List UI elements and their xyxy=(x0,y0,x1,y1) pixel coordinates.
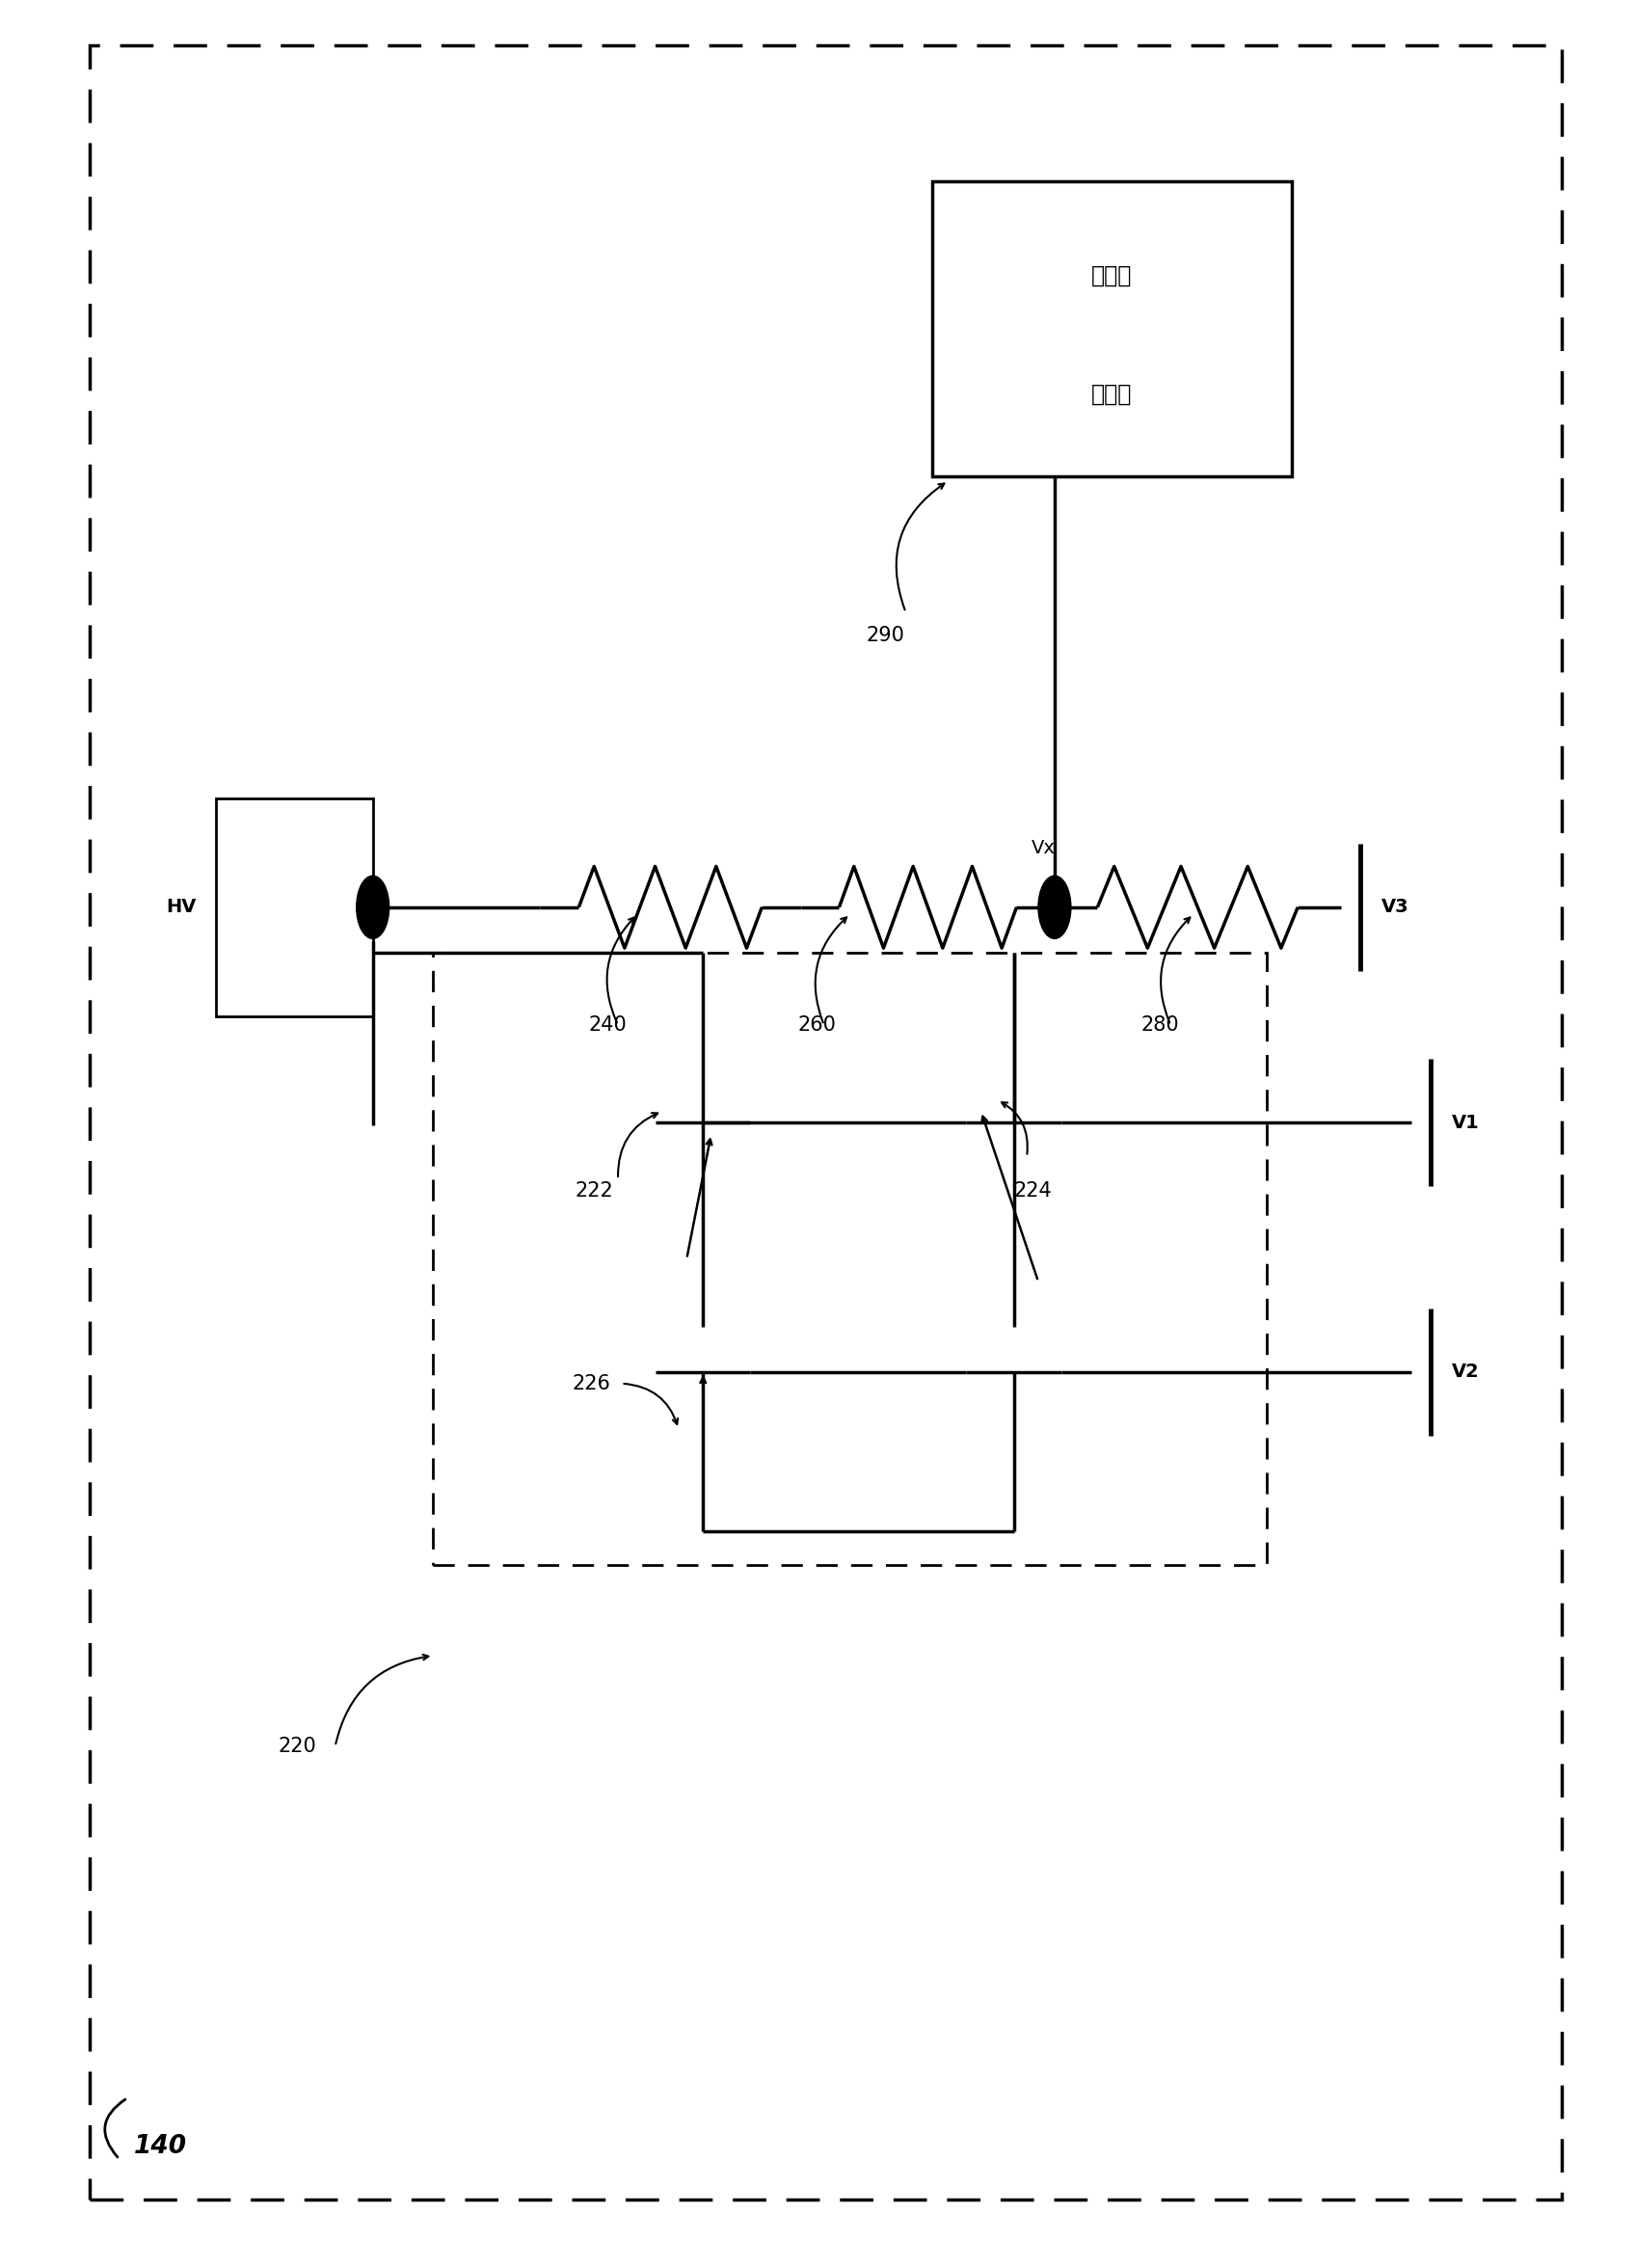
Bar xyxy=(932,181,1292,476)
Ellipse shape xyxy=(1038,875,1071,939)
Bar xyxy=(216,798,373,1016)
Text: 224: 224 xyxy=(1014,1182,1051,1200)
Text: 240: 240 xyxy=(589,1016,626,1034)
Text: 电压侵: 电压侵 xyxy=(1092,263,1131,288)
Text: 280: 280 xyxy=(1141,1016,1179,1034)
Text: 测电路: 测电路 xyxy=(1092,381,1131,406)
Text: 260: 260 xyxy=(798,1016,837,1034)
Text: Vx: Vx xyxy=(1032,839,1055,857)
Text: 222: 222 xyxy=(576,1182,613,1200)
Text: V3: V3 xyxy=(1382,898,1409,916)
Text: 220: 220 xyxy=(278,1737,316,1755)
Text: V2: V2 xyxy=(1452,1363,1480,1381)
Text: 140: 140 xyxy=(134,2134,188,2159)
Text: 226: 226 xyxy=(572,1374,611,1393)
Text: HV: HV xyxy=(167,898,196,916)
Ellipse shape xyxy=(356,875,389,939)
Bar xyxy=(433,953,1267,1565)
Text: V1: V1 xyxy=(1452,1114,1480,1132)
Text: 290: 290 xyxy=(867,626,906,644)
